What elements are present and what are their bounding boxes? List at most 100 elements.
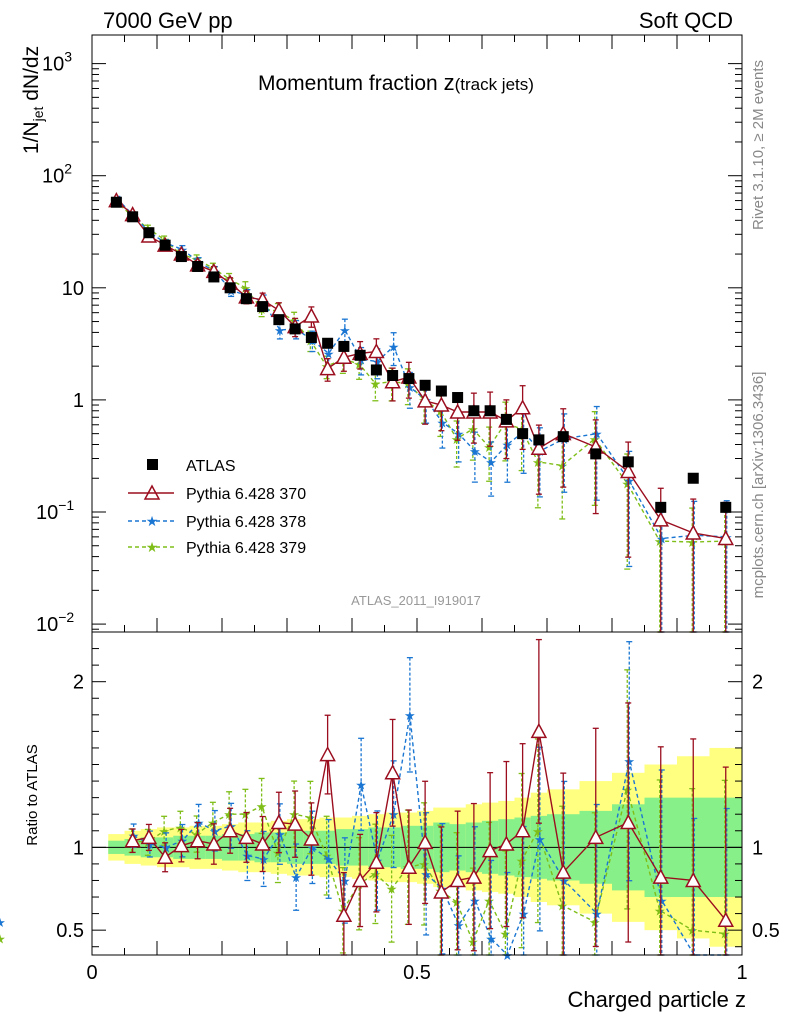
ratio-point-378: ★	[258, 853, 270, 868]
mc-point-379: ★	[467, 423, 479, 438]
ratio-point-379: ★	[654, 904, 666, 919]
mc-point-378: ★	[372, 356, 384, 371]
ratio-point-379: ★	[418, 858, 430, 873]
ratio-point-378: ★	[453, 919, 465, 934]
ratio-point-379: ★	[516, 855, 528, 870]
mc-point-370	[368, 342, 385, 359]
ratio-point-378: ★	[558, 874, 570, 889]
ratio-point-370	[587, 828, 605, 845]
y-tick-label-lower-right: 1	[752, 837, 763, 859]
ratio-point-378: ★	[469, 894, 481, 909]
atlas-point	[590, 448, 602, 460]
title-z: z	[444, 70, 455, 95]
ratio-point-370	[684, 871, 702, 888]
atlas-point	[240, 293, 252, 305]
ratio-point-379: ★	[556, 899, 568, 914]
ratio-point-370	[530, 722, 548, 739]
atlas-point	[557, 431, 569, 443]
ratio-point-378: ★	[485, 932, 497, 947]
ratio-point-379: ★	[0, 932, 6, 947]
title-main: Momentum fraction	[258, 72, 444, 95]
ratio-point-379: ★	[500, 927, 512, 942]
ratio-point-379: ★	[240, 808, 252, 823]
y-tick-label-lower: 2	[73, 672, 84, 694]
legend-label-atlas: ATLAS	[186, 458, 236, 475]
ratio-point-378: ★	[420, 868, 432, 883]
ratio-point-378: ★	[0, 916, 6, 931]
ratio-point-378: ★	[160, 841, 172, 856]
legend-label-370: Pythia 6.428 370	[186, 486, 306, 503]
mc-point-378: ★	[339, 324, 351, 339]
mc-point-378: ★	[591, 428, 603, 443]
ratio-point-378: ★	[323, 853, 335, 868]
energy-label: 7000 GeV pp	[103, 8, 233, 33]
ratio-point-370	[221, 822, 239, 838]
upper-y-axis-label: 1/Njet dN/dz	[20, 46, 46, 154]
y-tick-label-upper: 1	[73, 390, 84, 412]
mcplots-label: mcplots.cern.ch [arXiv:1306.3436]	[750, 372, 767, 599]
ratio-point-378: ★	[193, 816, 205, 831]
mc-point-379: ★	[556, 459, 568, 474]
atlas-point	[338, 340, 350, 352]
ratio-point-379: ★	[370, 868, 382, 883]
legend-marker-379: ★	[146, 540, 159, 556]
ratio-point-378: ★	[534, 833, 546, 848]
mc-point-379: ★	[654, 535, 666, 550]
rivet-version-label: Rivet 3.1.10, ≥ 2M events	[750, 60, 767, 230]
mc-point-378: ★	[453, 428, 465, 443]
mc-point-378: ★	[656, 533, 668, 548]
ratio-point-378: ★	[355, 778, 367, 793]
ratio-point-370	[140, 828, 158, 845]
mc-point-379: ★	[353, 358, 365, 373]
atlas-point	[273, 314, 285, 326]
ratio-point-379: ★	[256, 800, 268, 815]
mc-point-378: ★	[404, 381, 416, 396]
ratio-point-370	[449, 871, 466, 888]
atlas-point	[655, 501, 667, 513]
x-tick-label: 1	[736, 962, 747, 984]
mc-point-378: ★	[437, 416, 449, 431]
ratio-point-378: ★	[242, 850, 254, 865]
ratio-point-370	[498, 835, 515, 851]
atlas-point	[468, 405, 480, 417]
legend-label-378: Pythia 6.428 378	[186, 514, 306, 531]
mc-point-370	[319, 360, 336, 376]
y-tick-label-upper: 10−2	[36, 609, 74, 636]
ratio-point-378: ★	[274, 828, 286, 843]
ratio-point-378: ★	[339, 874, 351, 889]
mc-point-370	[530, 439, 548, 456]
ratio-point-378: ★	[404, 709, 416, 724]
atlas-point	[110, 196, 122, 208]
ratio-line-379	[131, 789, 725, 944]
ratio-point-370	[319, 745, 336, 762]
mc-point-378: ★	[623, 475, 635, 490]
data-marks: ★★ ★★★★★★ ★★★★ ★★★★★ ★★★★★★★★★★★★ ★ ★★ ★★★★ ★★★★…	[0, 191, 735, 964]
ratio-point-379: ★	[386, 883, 398, 898]
mc-point-379: ★	[483, 441, 495, 456]
ratio-point-379: ★	[305, 812, 317, 827]
mc-point-378: ★	[323, 347, 335, 362]
ratio-point-370	[384, 764, 401, 780]
ratio-point-370	[400, 858, 418, 874]
mc-point-370	[619, 462, 637, 479]
mc-point-370	[335, 348, 353, 365]
ratio-point-370	[514, 822, 531, 838]
ratio-point-378: ★	[209, 825, 221, 840]
mc-point-370	[416, 392, 434, 408]
ratio-point-379: ★	[532, 825, 544, 840]
y-tick-label-lower-right: 2	[752, 672, 763, 694]
atlas-point	[533, 434, 545, 446]
ratio-point-379: ★	[483, 894, 495, 909]
y-tick-label-upper: 103	[42, 49, 72, 76]
atlas-point	[322, 337, 334, 349]
mc-point-370	[384, 373, 401, 389]
lower-y-axis-label: Ratio to ATLAS	[24, 744, 41, 845]
atlas-point	[159, 239, 171, 251]
mc-point-379: ★	[686, 536, 698, 551]
legend: ATLAS Pythia 6.428 370 ★ Pythia 6.428 37…	[128, 458, 306, 557]
plot-title: Momentum fraction z(track jets)	[258, 70, 534, 95]
y-tick-label-lower: 1	[73, 837, 84, 859]
y-tick-label-lower-right: 0.5	[752, 920, 780, 942]
atlas-point	[517, 428, 529, 440]
